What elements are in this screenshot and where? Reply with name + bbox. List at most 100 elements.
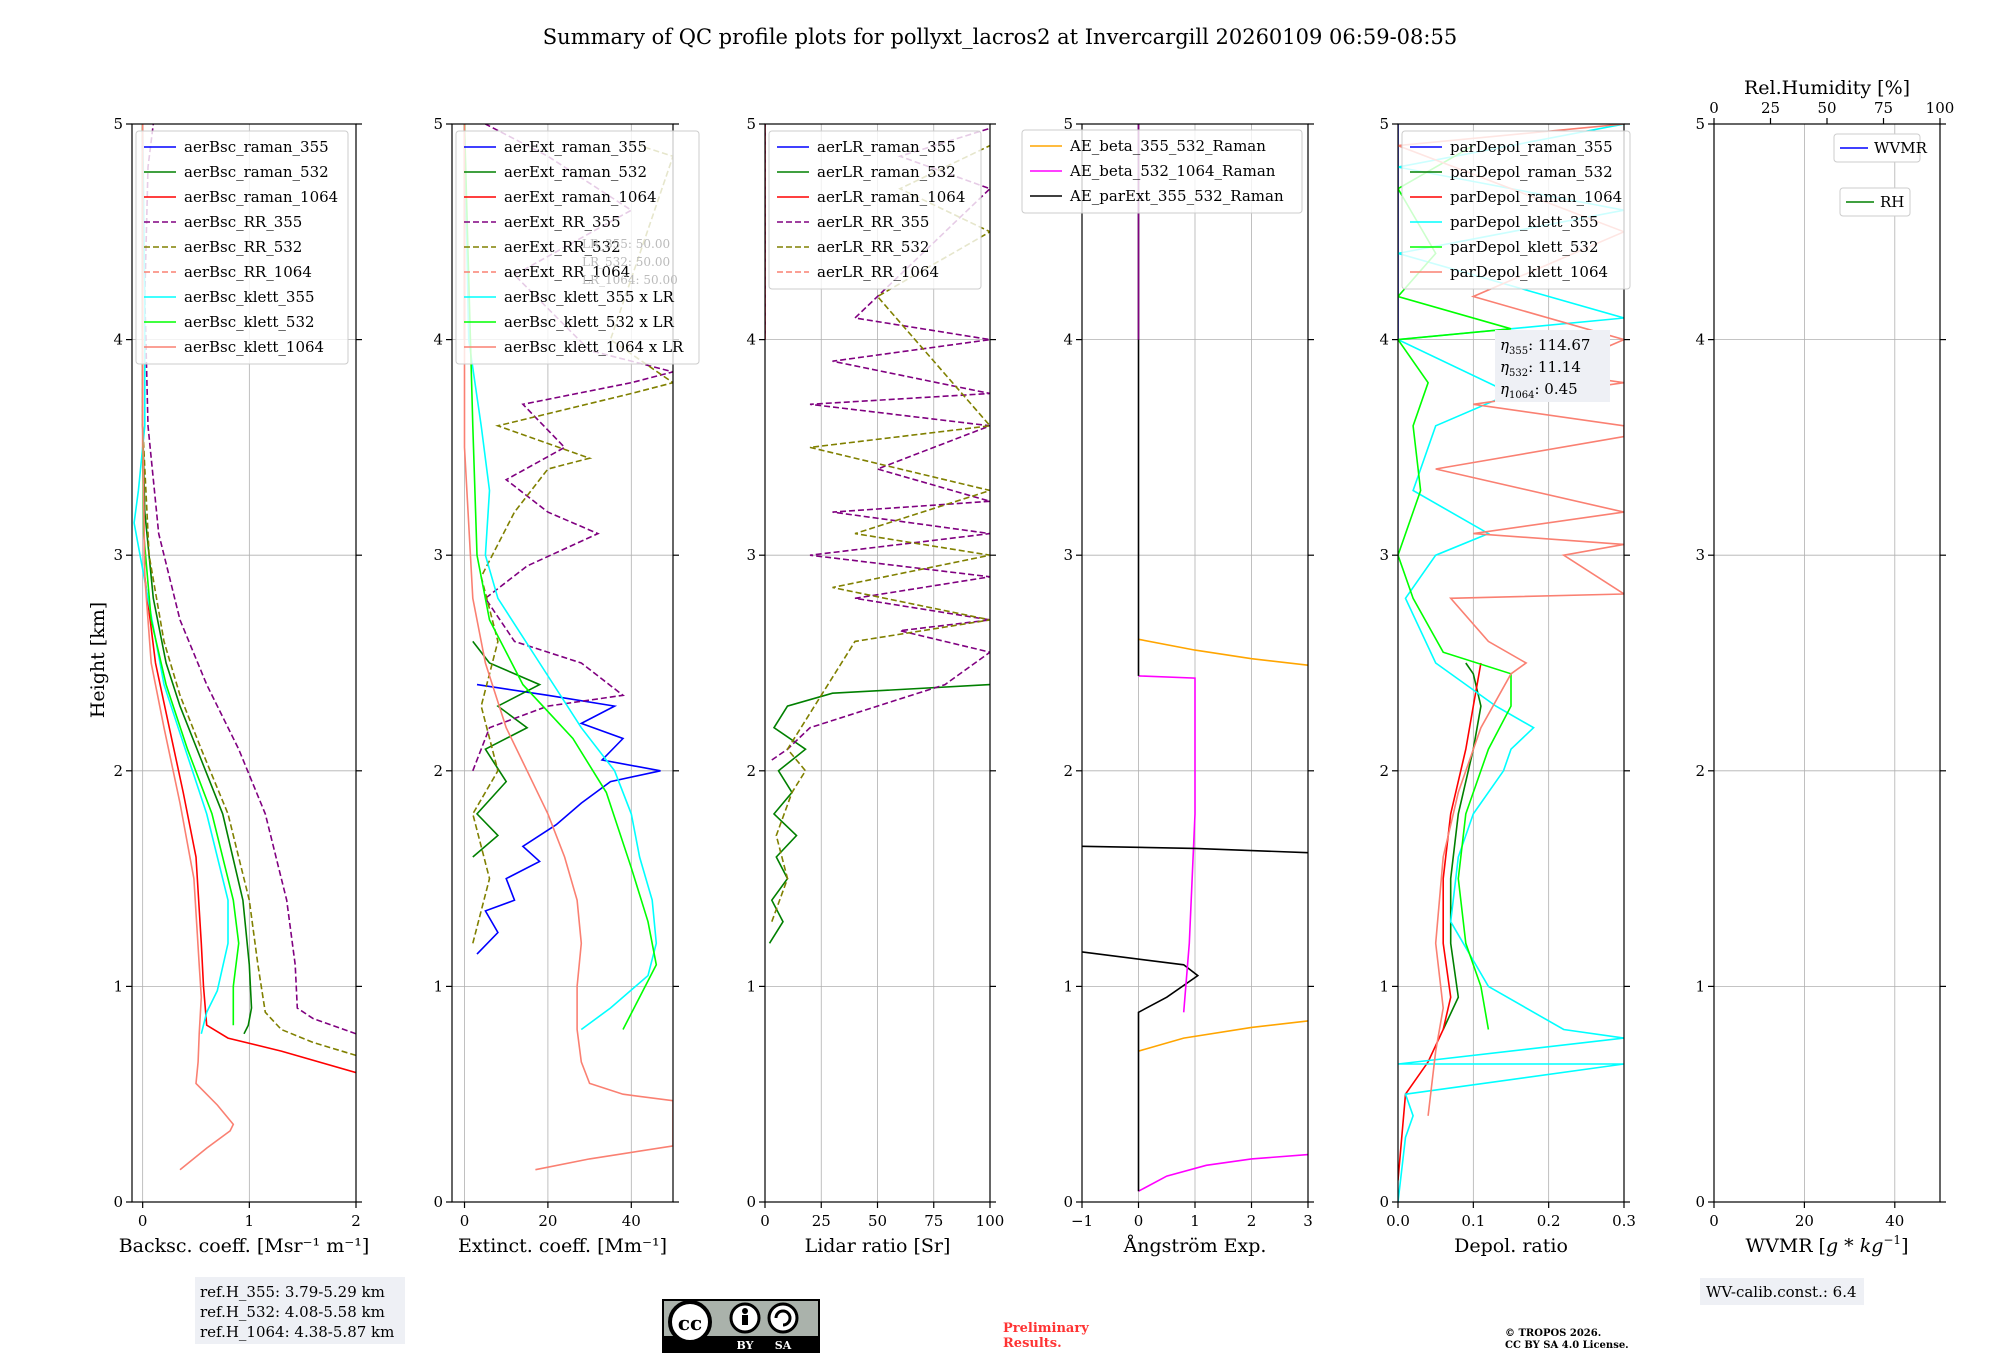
lr-annotation: LR_532: 50.00 bbox=[582, 255, 670, 269]
legend-label: aerBsc_raman_532 bbox=[184, 163, 329, 181]
copyright-line2: CC BY SA 4.0 License. bbox=[1505, 1340, 1629, 1351]
refh-1064-text: ref.H_1064: 4.38-5.87 km bbox=[200, 1323, 394, 1341]
series-line bbox=[1082, 951, 1200, 1192]
y-tick-label: 2 bbox=[1695, 762, 1705, 780]
legend-wvmr: WVMR bbox=[1833, 133, 1928, 163]
x-axis-label: WVMR [g * kg−1] bbox=[1745, 1233, 1908, 1257]
legend-label: aerLR_RR_355 bbox=[817, 213, 929, 231]
x-axis-label: Ångström Exp. bbox=[1123, 1235, 1267, 1257]
x-axis-label: Depol. ratio bbox=[1454, 1235, 1568, 1257]
legend: aerBsc_raman_355 aerBsc_raman_532 aerBsc_r… bbox=[135, 130, 349, 365]
series-line bbox=[768, 683, 990, 944]
x-tick-label: 0.2 bbox=[1537, 1212, 1561, 1230]
legend-label: parDepol_klett_1064 bbox=[1450, 263, 1608, 281]
y-tick-label: 2 bbox=[746, 762, 756, 780]
y-axis-label: Height [km] bbox=[87, 602, 109, 718]
cc-logo-text: cc bbox=[678, 1311, 702, 1335]
series-line bbox=[1138, 1153, 1308, 1192]
x-tick-label: 1 bbox=[1190, 1212, 1200, 1230]
y-tick-label: 5 bbox=[1063, 115, 1073, 133]
y-tick-label: 3 bbox=[1379, 546, 1389, 564]
y-tick-label: 0 bbox=[433, 1193, 443, 1211]
legend-label: aerExt_RR_532 bbox=[504, 238, 621, 256]
x-tick-label: 0.0 bbox=[1386, 1212, 1410, 1230]
y-tick-label: 5 bbox=[113, 115, 123, 133]
legend-label: aerBsc_klett_532 bbox=[184, 313, 315, 331]
legend-label: WVMR bbox=[1874, 139, 1928, 157]
legend-rh: RH bbox=[1839, 187, 1911, 217]
series-line bbox=[1398, 144, 1512, 1030]
legend-label: AE_beta_355_532_Raman bbox=[1069, 137, 1266, 155]
by-label: BY bbox=[737, 1339, 754, 1352]
panel-2: 0 20 40 0 1 2 3 4 5 Extinct. coeff. [Mm⁻¹] aerExt_… bbox=[433, 115, 700, 1257]
top-tick-label: 75 bbox=[1874, 99, 1893, 117]
legend: aerLR_raman_355 aerLR_raman_532 aerLR_rama… bbox=[768, 130, 982, 290]
x-tick-label: 0 bbox=[138, 1212, 148, 1230]
x-tick-label: 0 bbox=[1709, 1212, 1719, 1230]
x-tick-label: 2 bbox=[1247, 1212, 1257, 1230]
axes-frame bbox=[1713, 123, 1941, 1203]
x-axis-label: Extinct. coeff. [Mm⁻¹] bbox=[458, 1235, 667, 1257]
legend-label: aerExt_raman_355 bbox=[504, 138, 647, 156]
panel-series bbox=[463, 124, 673, 1171]
x-tick-label: 75 bbox=[924, 1212, 943, 1230]
y-tick-label: 1 bbox=[746, 977, 756, 995]
y-tick-label: 4 bbox=[746, 331, 756, 349]
wv-calib-text: WV-calib.const.: 6.4 bbox=[1706, 1283, 1857, 1301]
legend-label: parDepol_klett_532 bbox=[1450, 238, 1599, 256]
series-line bbox=[141, 124, 253, 1035]
legend-label: aerBsc_RR_355 bbox=[184, 213, 302, 231]
legend-label: aerLR_raman_1064 bbox=[817, 188, 965, 206]
legend-label: aerExt_raman_1064 bbox=[504, 188, 657, 206]
legend-label: aerBsc_klett_355 bbox=[184, 288, 315, 306]
series-line bbox=[771, 127, 990, 761]
y-tick-label: 1 bbox=[1063, 977, 1073, 995]
top-tick-label: 100 bbox=[1926, 99, 1955, 117]
series-line bbox=[463, 124, 658, 1031]
panel-3: 0 25 50 75 100 0 1 2 3 4 5 Lidar ratio [Sr] aerLR_ra… bbox=[746, 115, 1004, 1257]
legend-label: parDepol_raman_355 bbox=[1450, 138, 1613, 156]
preliminary-line1: Preliminary bbox=[1003, 1321, 1089, 1336]
y-tick-label: 0 bbox=[746, 1193, 756, 1211]
y-tick-label: 0 bbox=[1379, 1193, 1389, 1211]
x-tick-label: 0.3 bbox=[1612, 1212, 1636, 1230]
legend-label: AE_parExt_355_532_Raman bbox=[1069, 187, 1284, 205]
panel-6: 0 20 40 0 1 2 3 4 5 WVMR [g * kg−1] Rel.Humidity [… bbox=[1695, 77, 1954, 1257]
y-tick-label: 2 bbox=[433, 762, 443, 780]
y-tick-label: 1 bbox=[433, 977, 443, 995]
wv-calib-box: WV-calib.const.: 6.4 bbox=[1700, 1278, 1864, 1305]
legend-label: parDepol_raman_1064 bbox=[1450, 188, 1622, 206]
series-line-segment bbox=[1082, 845, 1308, 854]
y-tick-label: 0 bbox=[1695, 1193, 1705, 1211]
legend-label: aerBsc_RR_1064 bbox=[184, 263, 312, 281]
refh-532-text: ref.H_532: 4.08-5.58 km bbox=[200, 1303, 385, 1321]
y-tick-label: 3 bbox=[1695, 546, 1705, 564]
x-tick-label: 0.1 bbox=[1461, 1212, 1485, 1230]
y-tick-label: 3 bbox=[433, 546, 443, 564]
eta-value: η355: 114.67 bbox=[1500, 336, 1590, 357]
preliminary-line2: Results. bbox=[1003, 1336, 1062, 1351]
x-tick-label: 50 bbox=[868, 1212, 887, 1230]
x-tick-label: 1 bbox=[245, 1212, 255, 1230]
y-tick-label: 5 bbox=[433, 115, 443, 133]
y-tick-label: 1 bbox=[113, 977, 123, 995]
sa-label: SA bbox=[775, 1339, 792, 1352]
series-line bbox=[1138, 1020, 1308, 1052]
cc-logo-icon bbox=[668, 1300, 712, 1344]
reference-height-box: ref.H_355: 3.79-5.29 km ref.H_532: 4.08-… bbox=[195, 1277, 405, 1344]
y-tick-label: 0 bbox=[113, 1193, 123, 1211]
series-line bbox=[133, 124, 229, 1034]
series-line bbox=[472, 640, 542, 858]
panel-1: 0 1 2 0 1 2 3 4 5 Backsc. coeff. [Msr⁻¹ m⁻¹] aerBs… bbox=[113, 115, 369, 1257]
x-tick-label: 100 bbox=[976, 1212, 1005, 1230]
top-tick-label: 0 bbox=[1709, 99, 1719, 117]
eta-value: η532: 11.14 bbox=[1500, 358, 1581, 379]
legend: parDepol_raman_355 parDepol_raman_532 parD… bbox=[1401, 130, 1631, 290]
legend-label: aerLR_raman_355 bbox=[817, 138, 956, 156]
legend-label: parDepol_klett_355 bbox=[1450, 213, 1599, 231]
legend-label: aerBsc_klett_1064 x LR bbox=[504, 338, 684, 356]
